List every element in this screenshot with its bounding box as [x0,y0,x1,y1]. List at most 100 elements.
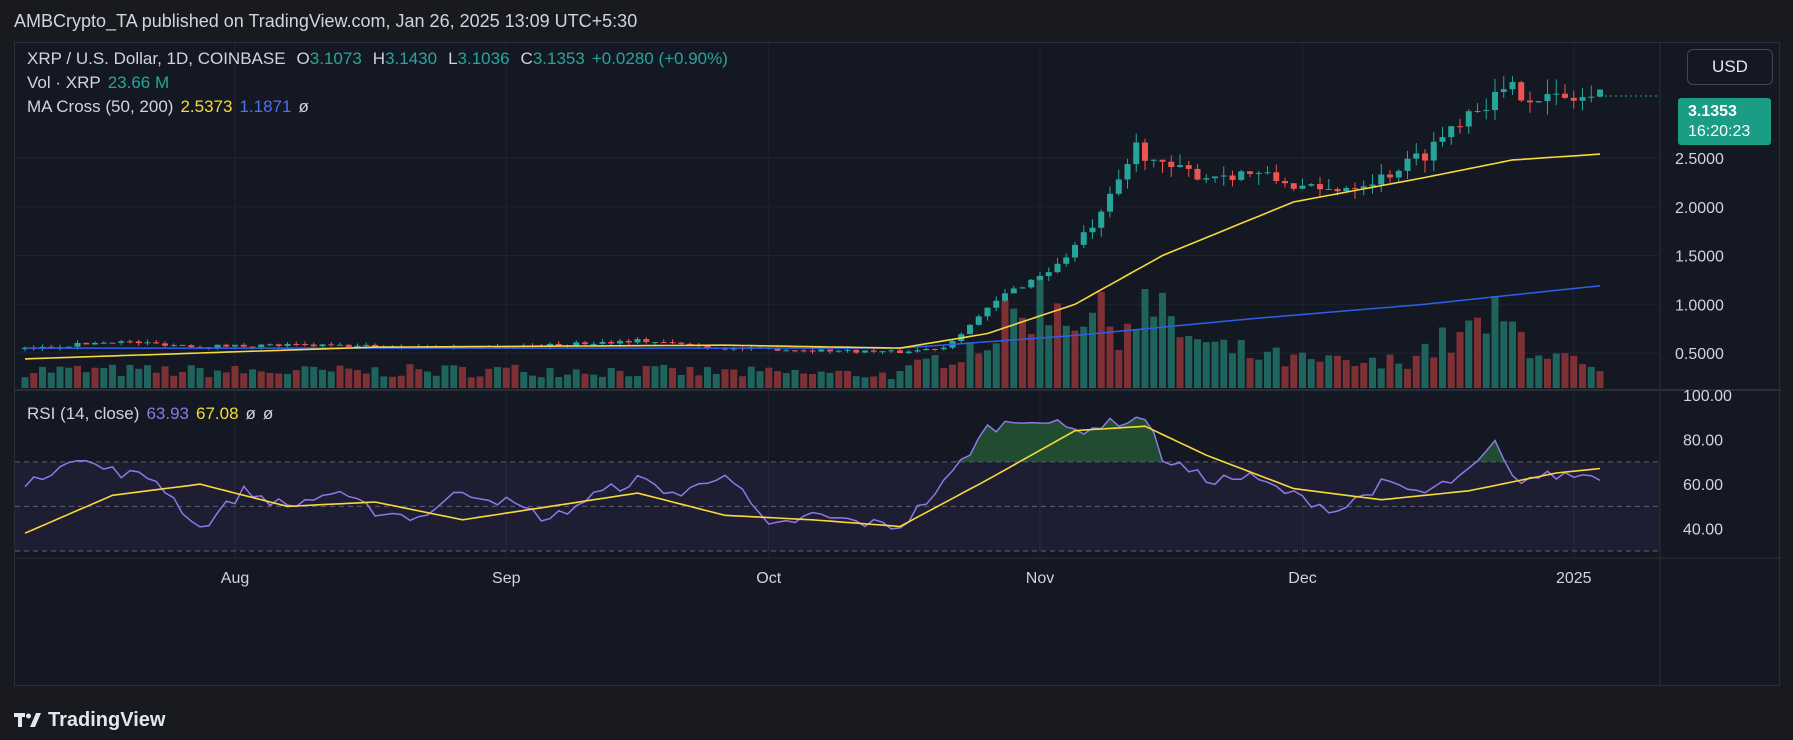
candle-body [258,344,265,348]
candle-body [975,316,982,325]
chart-canvas[interactable]: AugSepOctNovDec2025Feb0.50001.00001.5000… [15,43,1781,687]
volume-bar [397,375,405,388]
candle-body [302,344,308,346]
candle-body [1045,272,1052,277]
rsi-ma-line [24,425,1601,534]
candle-body [862,350,868,353]
x-tick-label: Dec [1288,570,1316,587]
candle-body [223,344,230,347]
candle-body [1535,101,1542,103]
candle-body [214,344,221,348]
symbol-title[interactable]: XRP / U.S. Dollar, 1D, COINBASE [27,49,286,68]
candle-body [1264,172,1271,174]
candle-body [870,350,877,352]
volume-bar [432,375,440,388]
volume-bar [721,369,729,388]
chart-frame[interactable]: AugSepOctNovDec2025Feb0.50001.00001.5000… [14,42,1781,687]
volume-bar [100,367,108,388]
volume-bar [1255,359,1263,388]
candle-body [1080,232,1087,245]
ma-legend[interactable]: MA Cross (50, 200) 2.5373 1.1871 ø [27,97,309,117]
volume-bar [196,368,204,388]
volume-bar [450,365,458,388]
volume-bar [747,366,755,388]
volume-bar [301,366,309,388]
volume-bar [126,364,134,388]
volume-bar [1167,316,1175,388]
candle-body [1317,184,1323,190]
volume-bar [1045,325,1053,388]
volume-bar [135,368,143,388]
open-value: 3.1073 [309,49,362,68]
volume-bar [485,368,493,388]
candle-body [284,343,291,346]
candle-body [827,349,833,352]
volume-bar [1194,339,1201,388]
volume-bar [800,373,808,388]
volume-bar [1474,317,1481,388]
volume-bar [949,364,956,388]
volume-bar [835,370,843,388]
volume-bar [782,373,790,388]
volume-bar [117,375,125,388]
tradingview-logo[interactable]: TradingView [14,709,165,732]
candle-body [1159,159,1166,162]
rsi-legend[interactable]: RSI (14, close) 63.93 67.08 ø ø [27,404,273,424]
candle-body [984,307,991,317]
volume-bar [1369,357,1376,388]
vol-value: 23.66 M [107,73,170,92]
volume-bar [826,372,834,388]
volume-bar [1544,358,1551,388]
volume-bar [459,366,466,388]
candle-body [687,343,693,346]
candle-body [92,342,98,345]
volume-bar [1106,326,1114,388]
ma50-value: 2.5373 [180,97,233,116]
volume-bar [1482,333,1490,388]
candle-body [1570,97,1577,101]
volume-bar [625,376,633,388]
candle-body [1588,96,1595,98]
currency-button[interactable]: USD [1687,49,1773,85]
x-tick-label: Nov [1026,570,1054,587]
volume-bar [984,350,991,388]
candle-body [48,346,55,348]
candle-body [1054,263,1061,273]
symbol-legend[interactable]: XRP / U.S. Dollar, 1D, COINBASE O3.1073 … [27,49,728,69]
candle-body [669,342,676,344]
volume-bar [1386,354,1394,388]
volume-bar [660,364,668,388]
volume-bar [1404,368,1411,388]
volume-legend[interactable]: Vol · XRP 23.66 M [27,73,169,93]
candle-body [162,343,168,346]
candle-body [363,344,370,346]
candle-body [1527,100,1533,103]
volume-bar [1071,330,1079,388]
volume-bar [809,373,816,388]
candle-body [643,339,650,343]
candle-body [1387,174,1393,178]
candle-body [1107,193,1113,212]
volume-bar [1395,363,1403,388]
candle-body [337,344,343,346]
candle-body [1229,175,1236,180]
volume-bar [415,369,423,388]
volume-bar [152,372,160,388]
candle-body [634,339,641,343]
candle-body [1133,142,1140,165]
volume-bar [1325,355,1333,388]
volume-bar [966,342,974,388]
candle-body [599,341,606,344]
volume-bar [1579,364,1586,388]
volume-bar [1010,308,1018,388]
candle-body [1483,110,1490,112]
volume-bar [704,367,711,388]
candle-body [993,300,1000,308]
volume-bar [529,375,536,388]
volume-bar [1290,354,1298,388]
rsi-value: 63.93 [146,404,189,423]
tradingview-logo-icon [14,713,41,727]
volume-bar [1447,352,1455,388]
volume-bar [511,364,519,388]
rsi-extra-1: ø [245,404,256,423]
